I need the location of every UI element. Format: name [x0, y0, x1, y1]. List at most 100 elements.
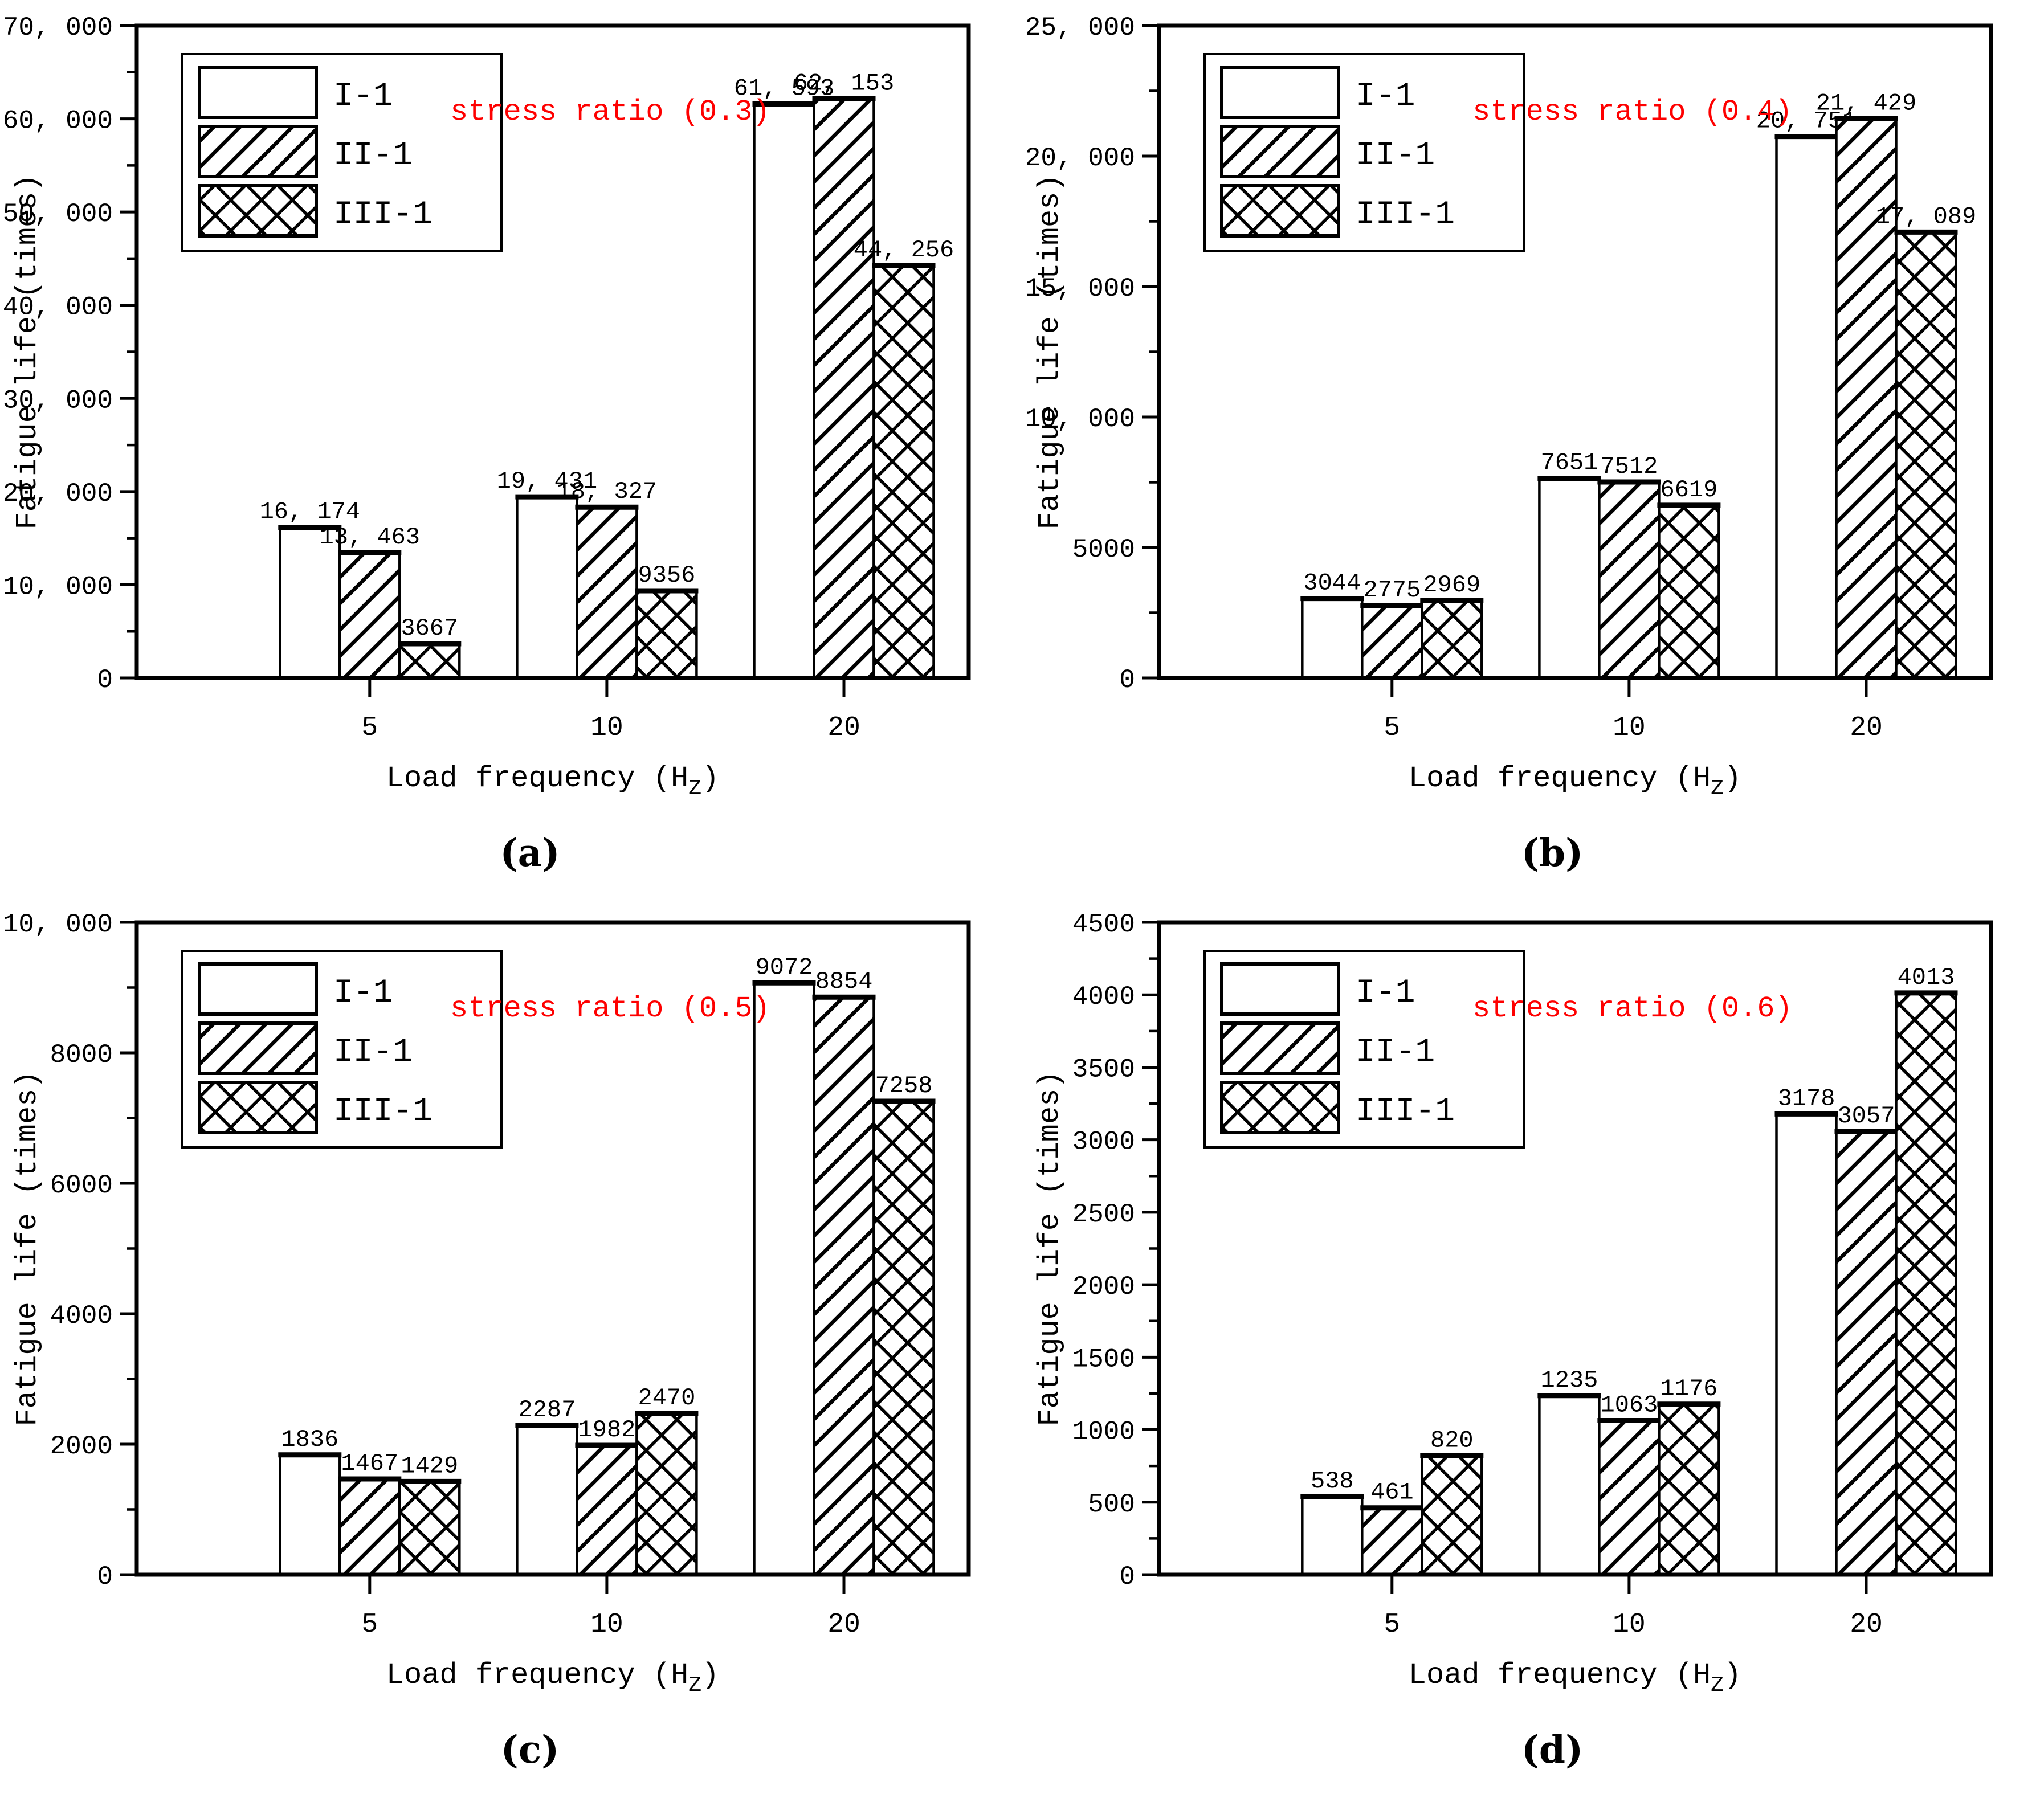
x-tick-label: 10: [590, 713, 623, 743]
bar-I-1-10hz: [1538, 1394, 1601, 1576]
y-tick-label: 4000: [50, 1301, 113, 1331]
bar-value-label: 3044: [1303, 570, 1361, 597]
y-tick-label: 4500: [1072, 910, 1135, 939]
legend-swatch-diag: [1220, 1021, 1340, 1075]
bar-value-label: 16, 174: [260, 498, 360, 525]
bar-III-1-20hz: [872, 264, 935, 680]
bar-III-1-20hz: [1895, 231, 1957, 680]
y-tick-label: 50, 000: [3, 199, 113, 229]
y-tick-label: 10, 000: [3, 572, 113, 602]
bar-III-1-10hz: [635, 589, 698, 680]
stress-ratio-annotation: stress ratio (0.5): [450, 992, 770, 1025]
bar-II-1-10hz: [576, 505, 638, 680]
bar-III-1-10hz: [1658, 1403, 1720, 1576]
y-tick-label: 5000: [1072, 535, 1135, 565]
x-axis-label: Load frequency (HZ): [386, 1658, 720, 1698]
x-tick-label: 5: [1384, 713, 1400, 743]
y-tick-label: 15, 000: [1025, 274, 1135, 304]
panel-c: 1836 1467 1429 2287 1982 2470 9072 8854 7258 0 200…: [0, 897, 1022, 1794]
legend-label-I-1: I-1: [1356, 78, 1415, 115]
bar-value-label: 13, 463: [320, 524, 420, 551]
bar-value-label: 17, 089: [1876, 203, 1976, 230]
legend-label-II-1: II-1: [1356, 137, 1435, 174]
bar-II-1-10hz: [1598, 480, 1661, 680]
bar-value-label: 7258: [875, 1072, 933, 1100]
legend-label-III-1: III-1: [1356, 1093, 1455, 1130]
y-tick-label: 2000: [1072, 1272, 1135, 1302]
legend-label-III-1: III-1: [333, 1093, 433, 1130]
y-tick-label: 0: [1119, 665, 1135, 695]
bar-value-label: 1982: [578, 1416, 635, 1444]
panel-letter: (c): [501, 1727, 560, 1772]
legend-swatch-diag: [198, 1021, 318, 1075]
stress-ratio-annotation: stress ratio (0.6): [1472, 992, 1793, 1025]
legend-label-III-1: III-1: [333, 197, 433, 234]
panel-letter: (a): [500, 831, 560, 875]
bar-II-1-5hz: [1361, 604, 1423, 680]
bar-I-1-20hz: [753, 982, 815, 1576]
stress-ratio-annotation: stress ratio (0.4): [1472, 95, 1793, 129]
y-tick-label: 500: [1088, 1490, 1135, 1519]
y-tick-label: 10, 000: [1025, 404, 1135, 434]
legend-swatch-cross: [1220, 1081, 1340, 1134]
legend-swatch-plain: [1220, 66, 1340, 119]
y-axis-label: Fatigue life (times): [11, 174, 44, 529]
bar-value-label: 18, 327: [557, 478, 657, 505]
legend: I-1 II-1 III-1: [181, 53, 503, 252]
bar-I-1-5hz: [1301, 597, 1364, 680]
x-axis-label: Load frequency (HZ): [1409, 762, 1742, 801]
bar-value-label: 3178: [1778, 1085, 1835, 1112]
panel-d: 538 461 820 1235 1063 1176 3178 3057 4013 0 500 100…: [1022, 897, 2044, 1794]
bar-I-1-10hz: [516, 495, 578, 680]
y-tick-label: 3000: [1072, 1127, 1135, 1157]
bar-I-1-20hz: [753, 103, 815, 680]
bar-III-1-20hz: [872, 1100, 935, 1576]
bar-value-label: 6619: [1660, 476, 1717, 504]
y-tick-label: 1000: [1072, 1417, 1135, 1447]
legend-swatch-cross: [198, 184, 318, 238]
bar-value-label: 4013: [1898, 964, 1955, 991]
y-tick-label: 2500: [1072, 1200, 1135, 1229]
bar-III-1-5hz: [1421, 1454, 1483, 1576]
x-tick-label: 20: [827, 1609, 860, 1640]
legend-label-II-1: II-1: [333, 137, 413, 174]
x-tick-label: 10: [1613, 713, 1646, 743]
legend-swatch-plain: [1220, 962, 1340, 1016]
bar-I-1-20hz: [1775, 135, 1838, 680]
x-tick-label: 20: [827, 713, 860, 743]
legend-swatch-plain: [198, 66, 318, 119]
bar-III-1-5hz: [398, 642, 461, 680]
y-tick-label: 4000: [1072, 982, 1135, 1012]
bar-value-label: 2287: [518, 1396, 576, 1424]
y-tick-label: 1500: [1072, 1345, 1135, 1374]
y-tick-label: 0: [97, 1562, 113, 1592]
legend-swatch-plain: [198, 962, 318, 1016]
legend-label-I-1: I-1: [1356, 975, 1415, 1012]
y-tick-label: 0: [97, 665, 113, 695]
y-tick-label: 20, 000: [1025, 144, 1135, 173]
y-tick-label: 10, 000: [3, 910, 113, 939]
legend-label-II-1: II-1: [1356, 1034, 1435, 1071]
bar-I-1-5hz: [1301, 1495, 1364, 1576]
legend-swatch-diag: [1220, 125, 1340, 178]
panel-a: 16, 174 13, 463 3667 19, 431 18, 327 9356 61, …: [0, 0, 1022, 897]
bar-value-label: 7651: [1540, 449, 1598, 477]
bar-I-1-10hz: [1538, 477, 1601, 680]
bar-II-1-20hz: [813, 97, 875, 680]
x-tick-label: 5: [1384, 1609, 1400, 1640]
x-tick-label: 10: [590, 1609, 623, 1640]
y-axis-label: Fatigue life (times): [11, 1070, 44, 1426]
y-axis-label: Fatigue life (times): [1033, 174, 1067, 529]
bar-I-1-10hz: [516, 1424, 578, 1576]
y-tick-label: 0: [1119, 1562, 1135, 1592]
bar-II-1-10hz: [1598, 1419, 1661, 1576]
y-tick-label: 8000: [50, 1040, 113, 1070]
bar-value-label: 9356: [638, 562, 695, 589]
bar-II-1-5hz: [1361, 1506, 1423, 1576]
y-tick-label: 60, 000: [3, 107, 113, 136]
y-tick-label: 6000: [50, 1171, 113, 1200]
